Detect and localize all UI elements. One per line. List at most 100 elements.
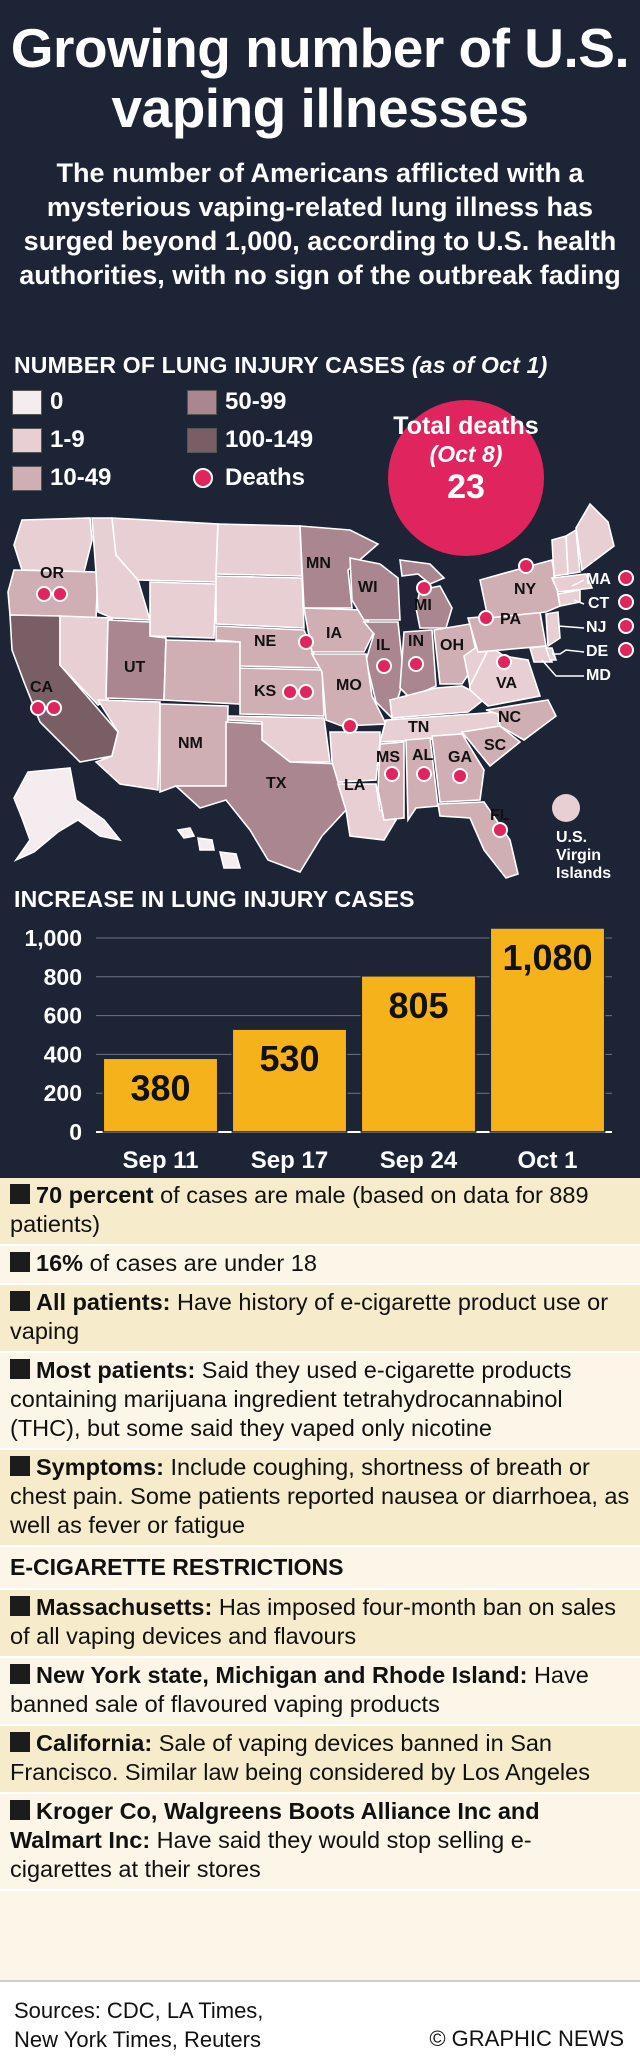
- leader-ct: [573, 599, 585, 605]
- state-nj: [545, 611, 561, 648]
- state-labels: OR CA UT NM TX MN IA WI MI NE KS MO IL I…: [30, 555, 611, 880]
- fact-lead: 70 percent: [36, 1182, 154, 1208]
- leader-nj: [557, 625, 585, 629]
- bar-chart: 0 200 400 600 800 1,000 380 530 805 1,080 Sep 11…: [24, 925, 612, 1174]
- label-tx: TX: [266, 775, 287, 792]
- death-dot-pa: [478, 610, 494, 626]
- label-nj: NJ: [586, 619, 606, 636]
- label-ne: NE: [254, 633, 277, 650]
- state-me: [575, 502, 615, 572]
- restriction-row: California: Sale of vaping devices banne…: [0, 1726, 640, 1794]
- fact-row: All patients: Have history of e-cigarett…: [0, 1285, 640, 1353]
- map-title: Number of Lung Injury Cases: [14, 352, 406, 378]
- death-dot-ma: [618, 570, 634, 586]
- bar: [231, 1028, 348, 1133]
- legend-item-0: 0: [12, 388, 63, 416]
- label-ks: KS: [254, 683, 277, 700]
- label-usvi: U.S. Virgin Islands: [556, 829, 611, 880]
- usvi-marker: [552, 794, 580, 822]
- bullet-square-icon: [10, 1732, 30, 1752]
- legend-swatch: [12, 389, 42, 415]
- state-ut: [105, 619, 167, 701]
- restriction-lead: New York state, Michigan and Rhode Islan…: [36, 1662, 528, 1688]
- bar-value-label: 805: [388, 985, 448, 1026]
- y-tick-label: 0: [69, 1119, 82, 1145]
- death-dot-icon: [193, 468, 213, 488]
- x-axis-ticks: Sep 11 Sep 17 Sep 24 Oct 1: [122, 1147, 577, 1174]
- fact-lead: 16%: [36, 1250, 84, 1276]
- label-nm: NM: [178, 735, 203, 752]
- state-nh: [565, 528, 581, 575]
- label-oh: OH: [440, 637, 464, 654]
- credit: © GRAPHIC NEWS: [429, 2026, 624, 2051]
- legend-swatch: [187, 427, 217, 453]
- fact-text: Include coughing, shortness of breath or…: [10, 1454, 630, 1538]
- map-legend: 0 1-9 10-49 50-99 100-149 Deaths: [12, 388, 392, 498]
- legend-swatch: [12, 427, 42, 453]
- label-fl: FL: [490, 807, 510, 824]
- state-de: [544, 647, 558, 661]
- state-sc: [460, 725, 522, 768]
- x-tick-label: Sep 24: [380, 1147, 458, 1174]
- fact-text: Have history of e-cigarette product use …: [10, 1289, 609, 1344]
- x-tick-label: Oct 1: [517, 1147, 577, 1174]
- restrictions-heading: E-Cigarette Restrictions: [0, 1547, 640, 1590]
- state-nd: [215, 523, 303, 577]
- label-wi: WI: [358, 579, 378, 596]
- legend-label: 100-149: [225, 426, 314, 453]
- label-pa: PA: [500, 611, 521, 628]
- label-ny: NY: [514, 581, 537, 598]
- label-md: MD: [586, 667, 611, 684]
- label-al: AL: [412, 747, 434, 764]
- death-dot-de: [618, 642, 634, 658]
- state-hi: [176, 827, 242, 869]
- facts-panel: 70 percent of cases are male (based on d…: [0, 1178, 640, 1891]
- bullet-square-icon: [10, 1456, 30, 1476]
- x-tick-label: Sep 11: [122, 1147, 198, 1174]
- fact-text: Said they used e-cigarette products cont…: [10, 1357, 572, 1441]
- label-in: IN: [408, 633, 424, 650]
- y-tick-label: 800: [44, 964, 82, 990]
- sources: Sources: CDC, LA Times, New York Times, …: [14, 1998, 264, 2052]
- fact-lead: Symptoms:: [36, 1454, 164, 1480]
- restriction-row: Kroger Co, Walgreens Boots Alliance Inc …: [0, 1794, 640, 1891]
- death-dot-ga: [452, 768, 468, 784]
- label-il: IL: [376, 637, 390, 654]
- fact-row: Most patients: Said they used e-cigarett…: [0, 1353, 640, 1450]
- death-dot-ms: [384, 766, 400, 782]
- death-dot-ca-2: [46, 700, 62, 716]
- state-mo: [310, 653, 388, 727]
- death-dot-ks-1: [282, 684, 298, 700]
- bullet-square-icon: [10, 1252, 30, 1272]
- fact-row: 70 percent of cases are male (based on d…: [0, 1178, 640, 1246]
- label-va: VA: [496, 675, 517, 692]
- restriction-lead: Massachusetts:: [36, 1594, 213, 1620]
- leader-md: [541, 659, 584, 677]
- restriction-text: Sale of vaping devices banned in San Fra…: [10, 1730, 590, 1785]
- legend-label: 0: [50, 388, 64, 415]
- state-ga: [431, 733, 485, 803]
- death-dot-or-1: [36, 586, 52, 602]
- death-dot-ny: [518, 558, 534, 574]
- state-mt: [111, 517, 219, 583]
- legend-item-100-149: 100-149: [187, 426, 313, 454]
- death-markers: [30, 558, 634, 838]
- label-la: LA: [344, 777, 366, 794]
- bullet-square-icon: [10, 1291, 30, 1311]
- legend-item-50-99: 50-99: [187, 388, 286, 416]
- label-ut: UT: [124, 659, 146, 676]
- death-dot-fl: [492, 822, 508, 838]
- legend-label: 50-99: [225, 388, 287, 415]
- state-co: [163, 639, 241, 705]
- death-dot-ct: [618, 594, 634, 610]
- map-title-note: (as of Oct 1): [411, 352, 548, 378]
- total-deaths-badge: Total deaths (Oct 8) 23: [388, 400, 544, 556]
- death-dot-il: [376, 658, 392, 674]
- chart-title: Increase in Lung Injury Cases: [14, 886, 415, 912]
- subtitle: The number of Americans afflicted with a…: [19, 158, 621, 290]
- footer: Sources: CDC, LA Times, New York Times, …: [0, 1980, 640, 2060]
- label-ms: MS: [376, 749, 400, 766]
- states-layer: [7, 502, 615, 879]
- restriction-row: Massachusetts: Has imposed four-month ba…: [0, 1590, 640, 1658]
- label-mi: MI: [414, 597, 432, 614]
